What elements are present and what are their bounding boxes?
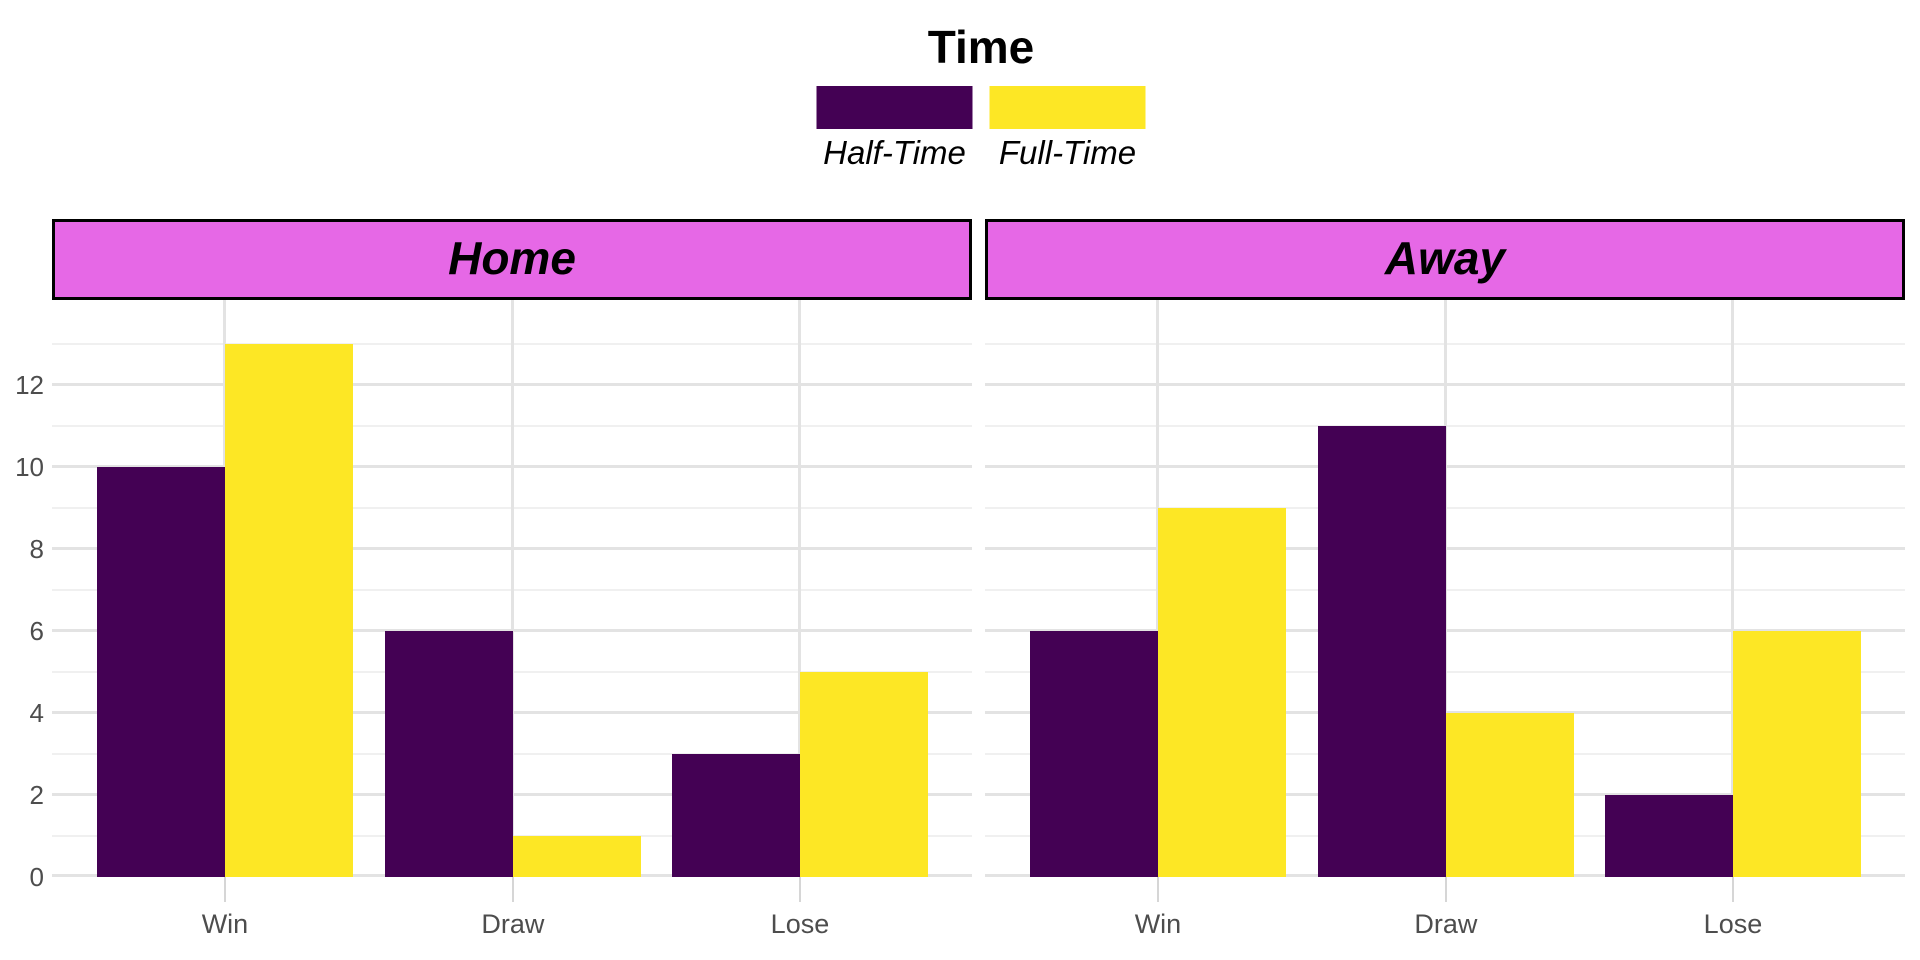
y-tick-label: 0 bbox=[29, 862, 44, 892]
facet-strip-label: Home bbox=[448, 231, 576, 284]
x-tick-mark bbox=[1731, 877, 1734, 902]
y-tick-label: 10 bbox=[15, 452, 44, 482]
gridline-vertical bbox=[1731, 300, 1735, 877]
y-tick-label: 12 bbox=[15, 370, 44, 400]
legend-swatch-icon bbox=[816, 85, 973, 129]
legend-key-half-time: Half-Time bbox=[816, 85, 973, 171]
plot-panel bbox=[985, 300, 1905, 877]
legend-key-full-time: Full-Time bbox=[989, 85, 1146, 171]
bar-home-win-full-time bbox=[224, 344, 353, 877]
legend-swatch-icon bbox=[989, 85, 1146, 129]
legend-keys: Half-Time Full-Time bbox=[816, 85, 1146, 171]
x-tick-mark bbox=[223, 877, 226, 902]
y-tick-label: 2 bbox=[29, 780, 44, 810]
x-tick-mark bbox=[798, 877, 801, 902]
x-tick-mark bbox=[1156, 877, 1159, 902]
bar-away-draw-half-time bbox=[1317, 426, 1446, 877]
gridline-vertical bbox=[798, 300, 802, 877]
facet-strip: Home bbox=[52, 219, 972, 300]
legend-title: Time bbox=[927, 21, 1035, 73]
bar-away-lose-full-time bbox=[1732, 631, 1861, 877]
gridline-vertical bbox=[511, 300, 515, 877]
plot-panel bbox=[52, 300, 972, 877]
x-axis: Win Draw Lose bbox=[985, 877, 1905, 957]
facet-strip-label: Away bbox=[1384, 231, 1506, 284]
x-category-label: Win bbox=[1134, 909, 1182, 939]
x-category-label: Lose bbox=[770, 909, 830, 939]
legend-key-label: Half-Time bbox=[823, 133, 966, 171]
legend-key-label: Full-Time bbox=[998, 133, 1137, 171]
x-category-label: Lose bbox=[1703, 909, 1763, 939]
bar-away-win-full-time bbox=[1157, 508, 1286, 877]
gridline-vertical bbox=[1444, 300, 1448, 877]
y-tick-label: 8 bbox=[29, 534, 44, 564]
x-category-label: Win bbox=[201, 909, 249, 939]
y-tick-label: 6 bbox=[29, 616, 44, 646]
bar-home-lose-half-time bbox=[671, 754, 800, 877]
x-category-label: Draw bbox=[1414, 909, 1478, 939]
bar-home-draw-full-time bbox=[512, 836, 641, 877]
x-axis: Win Draw Lose bbox=[52, 877, 972, 957]
facet-home: Home Win Draw Lose bbox=[52, 219, 972, 957]
bar-away-win-half-time bbox=[1029, 631, 1158, 877]
x-tick-mark bbox=[1444, 877, 1447, 902]
bar-home-win-half-time bbox=[96, 467, 225, 877]
bar-away-lose-half-time bbox=[1604, 795, 1733, 877]
bar-home-draw-half-time bbox=[384, 631, 513, 877]
bar-away-draw-full-time bbox=[1445, 713, 1574, 877]
legend: Time Half-Time Full-Time bbox=[816, 21, 1146, 171]
facet-strip: Away bbox=[985, 219, 1905, 300]
x-tick-mark bbox=[511, 877, 514, 902]
x-category-label: Draw bbox=[481, 909, 545, 939]
bar-home-lose-full-time bbox=[799, 672, 928, 877]
y-tick-label: 4 bbox=[29, 698, 44, 728]
facet-away: Away Win Draw Lose bbox=[985, 219, 1905, 957]
